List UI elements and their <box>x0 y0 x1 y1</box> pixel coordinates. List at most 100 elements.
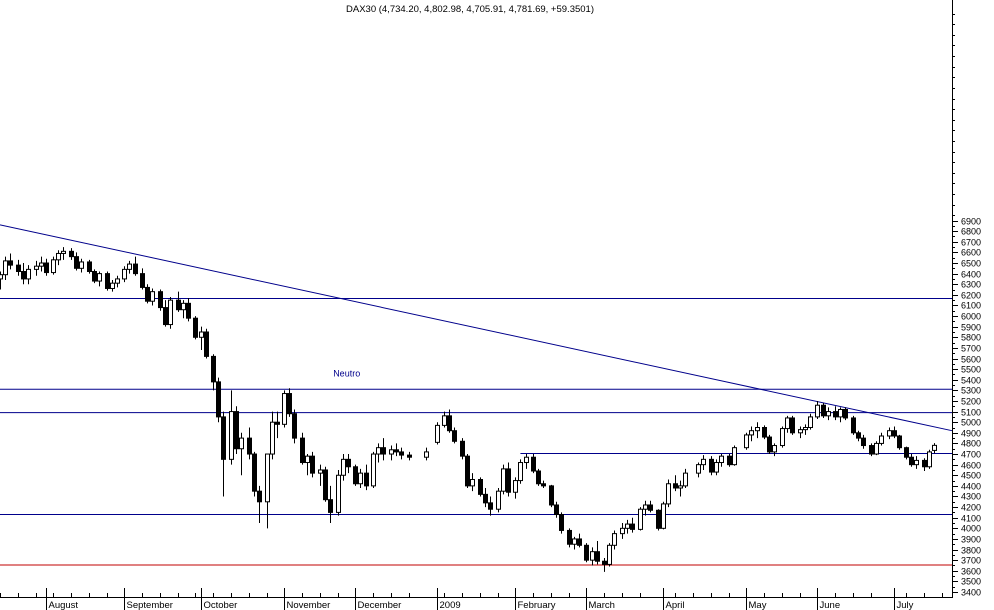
candle <box>744 432 749 450</box>
candle-body <box>318 469 323 474</box>
candle <box>843 407 848 421</box>
candle <box>216 377 221 423</box>
candle-body <box>239 437 244 450</box>
y-tick-label: 4500 <box>961 471 981 481</box>
y-tick-label: 4100 <box>961 514 981 524</box>
candle <box>292 409 297 444</box>
candle <box>234 406 239 455</box>
candle-body <box>211 355 216 383</box>
candle-body <box>140 273 145 288</box>
candle-body <box>341 458 346 476</box>
candle-body <box>69 250 74 258</box>
candle-body <box>661 503 666 529</box>
candle-body <box>287 393 292 415</box>
reference-lines: Neutro <box>0 224 953 566</box>
candle <box>0 271 3 290</box>
candle <box>483 487 488 508</box>
candle-body <box>518 462 523 482</box>
candle <box>803 424 808 435</box>
y-tick-label: 6300 <box>961 280 981 290</box>
candle <box>904 446 909 460</box>
candle <box>714 459 719 476</box>
candle-body <box>168 299 173 326</box>
candle <box>602 558 607 572</box>
candle-body <box>683 472 688 487</box>
x-month-label: May <box>749 600 767 610</box>
line-annotation: Neutro <box>333 368 360 378</box>
candle-body <box>927 451 932 468</box>
candle <box>595 541 600 565</box>
candle-body <box>447 415 452 432</box>
candle-body <box>701 458 706 466</box>
candle <box>656 509 661 531</box>
candle <box>168 296 173 329</box>
candle <box>193 316 198 340</box>
candle-body <box>442 415 447 426</box>
candle-body <box>346 458 351 468</box>
candle <box>87 259 92 274</box>
candle <box>452 427 457 444</box>
candle-body <box>755 427 760 432</box>
candle-body <box>478 479 483 495</box>
candle <box>785 415 790 433</box>
candle <box>833 406 838 421</box>
candle <box>176 291 181 312</box>
candle <box>158 289 163 311</box>
candle <box>127 260 132 274</box>
candle-body <box>780 428 785 447</box>
y-tick-label: 3500 <box>961 577 981 587</box>
candle-body <box>270 421 275 455</box>
candle-body <box>163 307 168 326</box>
candle-body <box>838 408 843 418</box>
candle <box>927 449 932 469</box>
candle <box>199 326 204 351</box>
candle-body <box>536 470 541 485</box>
candle <box>496 487 501 513</box>
candle <box>709 456 714 476</box>
candle-body <box>914 459 919 466</box>
candle <box>572 536 577 550</box>
candle <box>399 447 404 460</box>
y-tick-label: 6800 <box>961 227 981 237</box>
y-tick-label: 4600 <box>961 461 981 471</box>
candle <box>44 258 49 276</box>
candle-body <box>323 469 328 501</box>
y-tick-label: 4300 <box>961 492 981 502</box>
candle <box>506 462 511 497</box>
candle <box>755 422 760 439</box>
candle-body <box>696 464 701 474</box>
candle <box>821 403 826 418</box>
candle-body <box>87 261 92 272</box>
candle-body <box>328 499 333 513</box>
candle <box>353 464 358 486</box>
candle <box>61 247 66 260</box>
candle <box>79 258 84 273</box>
candle <box>204 328 209 359</box>
candle-body <box>572 538 577 545</box>
candle-body <box>452 430 457 442</box>
candle-body <box>56 252 61 261</box>
candle <box>541 480 546 488</box>
candle-body <box>61 250 66 254</box>
y-tick-label: 5300 <box>961 386 981 396</box>
candle-body <box>577 538 582 546</box>
x-month-label: July <box>897 600 914 610</box>
candle <box>749 426 754 442</box>
candle <box>8 253 13 270</box>
candle-body <box>483 493 488 504</box>
candle-body <box>145 286 150 302</box>
chart-title: DAX30 (4,734.20, 4,802.98, 4,705.91, 4,7… <box>346 4 594 15</box>
candle <box>518 459 523 484</box>
candle-body <box>762 427 767 438</box>
candle <box>310 451 315 478</box>
candle-body <box>732 447 737 466</box>
candle-body <box>133 263 138 275</box>
candle-body <box>336 474 341 513</box>
candle <box>727 454 732 467</box>
x-month-label: December <box>358 600 402 610</box>
candle-body <box>470 479 475 487</box>
candle <box>252 451 257 497</box>
candle <box>424 447 429 461</box>
candle <box>69 248 74 260</box>
